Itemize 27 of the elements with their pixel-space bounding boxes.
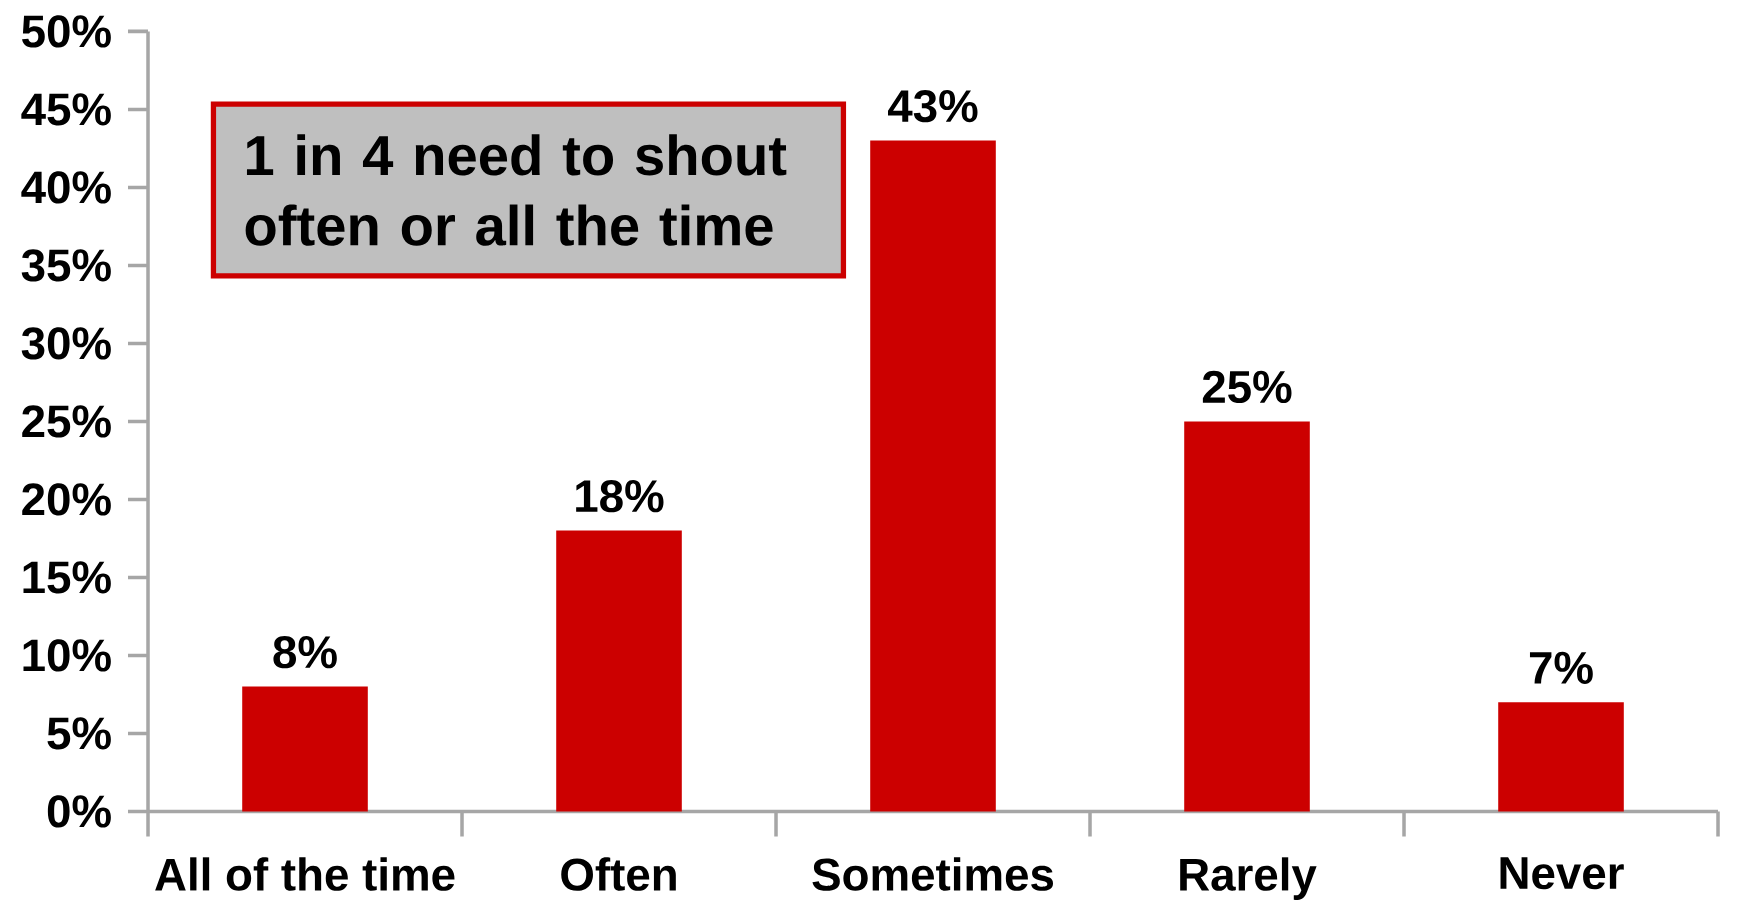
y-tick-label: 35%	[21, 249, 111, 282]
y-tick-label: 15%	[23, 561, 111, 594]
y-tick-label: 0%	[47, 795, 111, 828]
y-tick-label: 25%	[22, 405, 111, 438]
x-tick-label: Often	[561, 857, 676, 891]
y-tick-label: 30%	[21, 327, 111, 360]
y-tick-label: 20%	[22, 483, 111, 516]
bar	[1498, 702, 1624, 812]
y-tick-label: 40%	[21, 171, 111, 204]
bar	[870, 140, 996, 812]
x-tick-label: All of the time	[155, 857, 455, 891]
y-tick-label: 45%	[21, 93, 111, 126]
data-label: 18%	[576, 479, 664, 513]
bar	[1184, 421, 1310, 812]
y-tick-label: 50%	[22, 15, 111, 48]
bar	[242, 686, 368, 812]
y-tick-label: 10%	[23, 639, 111, 672]
x-tick-label: Never	[1500, 857, 1624, 890]
data-label: 43%	[888, 89, 978, 123]
x-tick-label: Sometimes	[812, 857, 1054, 891]
bar	[556, 530, 682, 812]
y-tick-label: 5%	[47, 717, 111, 750]
data-label: 8%	[273, 635, 337, 669]
x-tick-label: Rarely	[1180, 857, 1317, 900]
data-label: 7%	[1529, 651, 1593, 684]
data-label: 25%	[1202, 370, 1292, 404]
annotation: 1 in 4 need to shout often or all the time	[245, 134, 787, 246]
